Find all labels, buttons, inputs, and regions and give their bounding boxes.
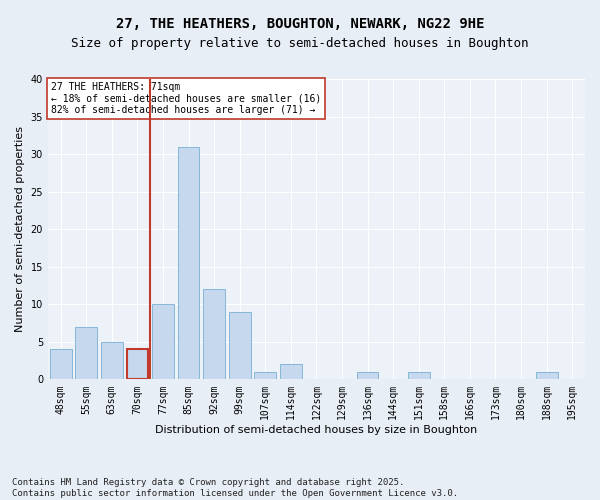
Text: Contains HM Land Registry data © Crown copyright and database right 2025.
Contai: Contains HM Land Registry data © Crown c… bbox=[12, 478, 458, 498]
Bar bbox=[357, 372, 379, 380]
Bar bbox=[50, 350, 71, 380]
Bar bbox=[203, 289, 225, 380]
Y-axis label: Number of semi-detached properties: Number of semi-detached properties bbox=[15, 126, 25, 332]
X-axis label: Distribution of semi-detached houses by size in Boughton: Distribution of semi-detached houses by … bbox=[155, 425, 478, 435]
Bar bbox=[101, 342, 123, 380]
Bar bbox=[76, 327, 97, 380]
Bar bbox=[408, 372, 430, 380]
Bar bbox=[280, 364, 302, 380]
Bar bbox=[127, 350, 148, 380]
Text: 27, THE HEATHERS, BOUGHTON, NEWARK, NG22 9HE: 27, THE HEATHERS, BOUGHTON, NEWARK, NG22… bbox=[116, 18, 484, 32]
Bar bbox=[254, 372, 276, 380]
Bar bbox=[152, 304, 174, 380]
Text: Size of property relative to semi-detached houses in Boughton: Size of property relative to semi-detach… bbox=[71, 38, 529, 51]
Bar bbox=[536, 372, 557, 380]
Text: 27 THE HEATHERS: 71sqm
← 18% of semi-detached houses are smaller (16)
82% of sem: 27 THE HEATHERS: 71sqm ← 18% of semi-det… bbox=[50, 82, 321, 115]
Bar bbox=[178, 146, 199, 380]
Bar bbox=[229, 312, 251, 380]
